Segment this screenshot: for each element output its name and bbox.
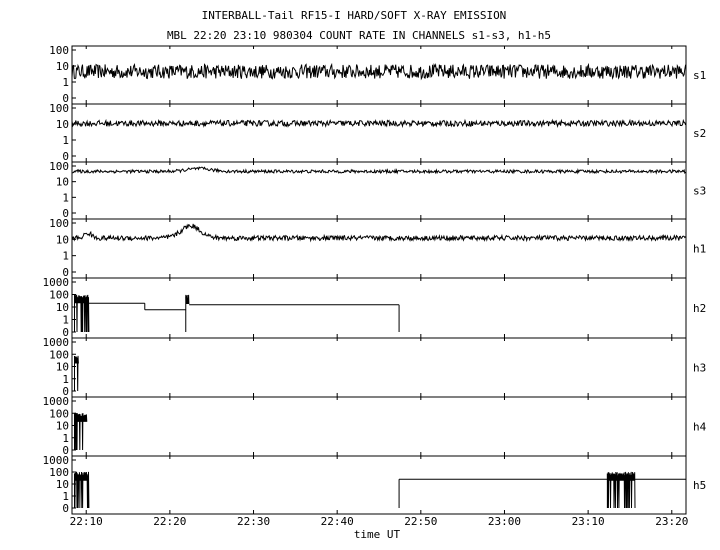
x-axis-label: time UT <box>354 528 401 541</box>
y-tick-label: 1 <box>62 314 69 327</box>
panel-label: s3 <box>693 185 706 198</box>
chart-title: INTERBALL-Tail RF15-I HARD/SOFT X-RAY EM… <box>202 9 507 22</box>
y-tick-label: 1 <box>62 191 69 204</box>
y-tick-label: 0 <box>62 150 69 163</box>
burst-h2 <box>74 294 90 333</box>
x-tick-label: 22:50 <box>404 515 437 528</box>
burst-h3 <box>74 355 79 392</box>
series-line-s1 <box>71 62 687 81</box>
panel-frame <box>71 396 687 457</box>
x-tick-label: 22:40 <box>321 515 354 528</box>
chart-subtitle: MBL 22:20 23:10 980304 COUNT RATE IN CHA… <box>167 29 551 42</box>
panel-label: h2 <box>693 302 706 315</box>
x-axis-ticks: 22:10 22:20 22:30 22:40 22:50 23:00 23:10 23:20 <box>70 515 689 528</box>
y-tick-label: 10 <box>56 233 69 246</box>
burst-h5 <box>606 471 636 509</box>
y-tick-label: 1 <box>62 250 69 263</box>
panel-frame <box>71 103 687 163</box>
y-tick-label: 10 <box>56 60 69 73</box>
x-tick-label: 23:00 <box>488 515 521 528</box>
panel-label: h4 <box>693 421 707 434</box>
panel-label: h5 <box>693 479 706 492</box>
burst-h2 <box>185 294 190 305</box>
series-line-s2 <box>71 118 687 129</box>
panel-label: h1 <box>693 243 706 256</box>
y-tick-label: 0 <box>62 326 69 339</box>
y-tick-label: 1000 <box>43 454 70 467</box>
x-tick-label: 22:20 <box>153 515 186 528</box>
panel-frame <box>71 161 687 220</box>
y-tick-label: 1 <box>62 490 69 503</box>
y-tick-label: 10 <box>56 176 69 189</box>
y-tick-label: 100 <box>49 348 69 361</box>
y-tick-label: 0 <box>62 266 69 279</box>
y-tick-label: 100 <box>49 407 69 420</box>
y-tick-label: 1 <box>62 134 69 147</box>
panel-frame <box>71 337 687 398</box>
panel-label: s1 <box>693 69 706 82</box>
y-tick-label: 0 <box>62 92 69 105</box>
y-tick-label: 1000 <box>43 395 70 408</box>
panel-frame <box>71 218 687 279</box>
burst-h5 <box>74 471 90 509</box>
y-tick-label: 100 <box>49 289 69 302</box>
burst-h4 <box>74 412 88 451</box>
y-tick-label: 1 <box>62 432 69 445</box>
x-tick-label: 22:30 <box>237 515 270 528</box>
y-tick-label: 10 <box>56 118 69 131</box>
y-tick-label: 1000 <box>43 276 70 289</box>
x-tick-label: 23:10 <box>572 515 605 528</box>
series-line-s3 <box>71 166 686 175</box>
y-tick-label: 0 <box>62 207 69 220</box>
y-tick-label: 10 <box>56 478 69 491</box>
y-tick-label: 100 <box>49 217 69 230</box>
x-tick-label: 22:10 <box>70 515 103 528</box>
panel-label: h3 <box>693 362 706 375</box>
y-tick-label: 1 <box>62 373 69 386</box>
y-tick-label: 1 <box>62 76 69 89</box>
x-tick-label: 23:20 <box>655 515 688 528</box>
y-tick-label: 100 <box>49 44 69 57</box>
series-line-h1 <box>71 223 686 243</box>
panel-label: s2 <box>693 127 706 140</box>
y-tick-label: 10 <box>56 361 69 374</box>
y-tick-label: 0 <box>62 502 69 515</box>
y-tick-label: 100 <box>49 160 69 173</box>
panel-frame <box>71 455 687 515</box>
y-tick-label: 100 <box>49 466 69 479</box>
y-tick-label: 0 <box>62 444 69 457</box>
y-tick-label: 100 <box>49 102 69 115</box>
chart-panels: 1001010s11001010s21001010s31001010h11000… <box>43 44 707 515</box>
y-tick-label: 0 <box>62 385 69 398</box>
y-tick-label: 10 <box>56 420 69 433</box>
y-tick-label: 1000 <box>43 336 70 349</box>
panel-frame <box>71 277 687 339</box>
y-tick-label: 10 <box>56 301 69 314</box>
